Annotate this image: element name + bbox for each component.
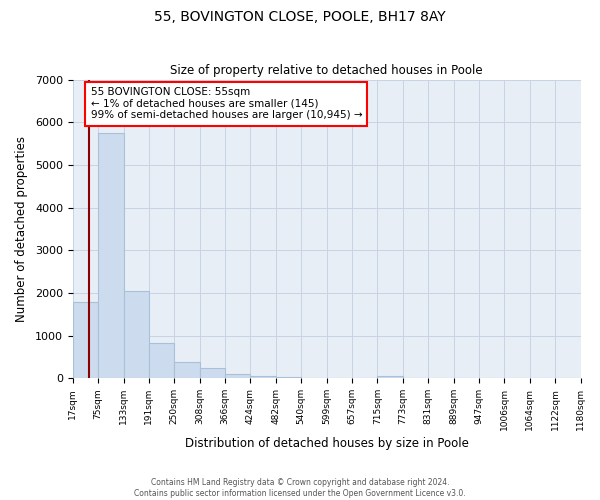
Text: 55 BOVINGTON CLOSE: 55sqm
← 1% of detached houses are smaller (145)
99% of semi-: 55 BOVINGTON CLOSE: 55sqm ← 1% of detach…: [91, 87, 362, 120]
Bar: [175, 362, 200, 378]
Y-axis label: Number of detached properties: Number of detached properties: [15, 136, 28, 322]
Bar: [225, 374, 250, 378]
Bar: [250, 376, 276, 378]
Title: Size of property relative to detached houses in Poole: Size of property relative to detached ho…: [170, 64, 483, 77]
Text: 55, BOVINGTON CLOSE, POOLE, BH17 8AY: 55, BOVINGTON CLOSE, POOLE, BH17 8AY: [154, 10, 446, 24]
Bar: [276, 376, 301, 378]
X-axis label: Distribution of detached houses by size in Poole: Distribution of detached houses by size …: [185, 437, 469, 450]
Text: Contains HM Land Registry data © Crown copyright and database right 2024.
Contai: Contains HM Land Registry data © Crown c…: [134, 478, 466, 498]
Bar: [73, 302, 98, 378]
Bar: [98, 133, 124, 378]
Bar: [124, 290, 149, 378]
Bar: [149, 343, 175, 378]
Bar: [377, 376, 403, 378]
Bar: [200, 368, 225, 378]
